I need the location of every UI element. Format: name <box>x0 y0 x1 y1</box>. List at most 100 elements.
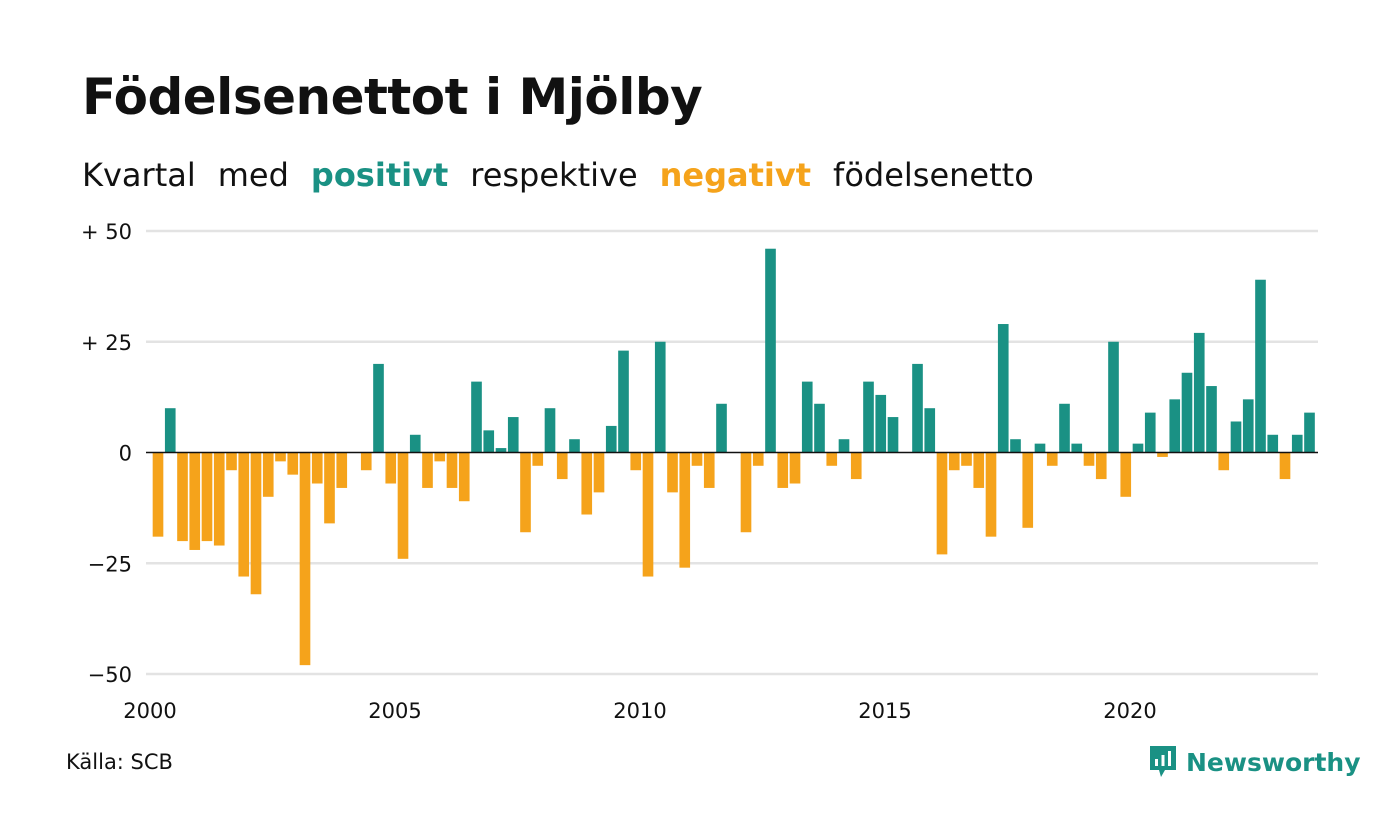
bar-negative <box>397 452 409 559</box>
bar-negative <box>1022 452 1034 528</box>
bar-negative <box>826 452 838 466</box>
bar-positive <box>838 439 850 453</box>
bar-negative <box>777 452 789 488</box>
bar-negative <box>961 452 972 466</box>
bar-positive <box>1169 399 1181 453</box>
bar-negative <box>1046 452 1058 466</box>
bar-negative <box>458 452 470 502</box>
bar-negative <box>324 452 335 524</box>
bar-positive <box>605 425 617 453</box>
bar-negative <box>1279 452 1291 480</box>
bar-negative <box>1218 452 1230 471</box>
bar-positive <box>483 430 495 453</box>
bar-negative <box>152 452 164 537</box>
bar-positive <box>1291 434 1303 453</box>
bar-positive <box>1267 434 1279 453</box>
bar-positive <box>887 417 899 453</box>
bar-positive <box>1059 403 1070 453</box>
y-tick-label: + 50 <box>81 220 132 244</box>
bar-negative <box>1157 452 1168 457</box>
bar-positive <box>1144 412 1156 453</box>
bar-positive <box>1108 341 1119 453</box>
bar-negative <box>789 452 801 484</box>
bar-positive <box>471 381 482 453</box>
bar-positive <box>1304 412 1315 453</box>
y-tick-label: −50 <box>88 663 132 687</box>
bar-positive <box>507 417 519 453</box>
bar-positive <box>1193 332 1205 453</box>
bar-positive <box>654 341 666 453</box>
bar-positive <box>495 448 507 453</box>
newsworthy-logo-icon <box>1150 746 1176 777</box>
bar-negative <box>446 452 458 488</box>
bar-positive <box>1206 386 1217 453</box>
bar-negative <box>287 452 299 475</box>
bar-negative <box>520 452 531 533</box>
bar-positive <box>1230 421 1242 453</box>
bar-negative <box>752 452 764 466</box>
x-tick-label: 2020 <box>1103 699 1156 723</box>
bar-positive <box>409 434 421 453</box>
source-note: Källa: SCB <box>66 750 173 774</box>
subtitle-word: födelsenetto <box>833 156 1034 194</box>
subtitle-word: respektive <box>470 156 638 194</box>
bar-negative <box>1120 452 1132 497</box>
y-tick-label: 0 <box>119 442 132 466</box>
bar-positive <box>164 408 176 453</box>
bar-negative <box>667 452 678 493</box>
x-tick-label: 2010 <box>613 699 666 723</box>
bar-negative <box>973 452 985 488</box>
newsworthy-logo: Newsworthy <box>1148 744 1361 780</box>
bar-negative <box>360 452 372 471</box>
x-tick-label: 2000 <box>123 699 176 723</box>
bar-positive <box>1132 443 1144 453</box>
bar-negative <box>1083 452 1095 466</box>
bar-negative <box>189 452 201 550</box>
bar-negative <box>850 452 862 480</box>
bar-negative <box>948 452 960 471</box>
bar-positive <box>1242 399 1254 453</box>
bar-negative <box>262 452 274 497</box>
bar-negative <box>336 452 348 488</box>
x-tick-label: 2005 <box>368 699 421 723</box>
bar-negative <box>177 452 188 542</box>
bar-positive <box>801 381 813 453</box>
bar-positive <box>618 350 629 453</box>
bar-negative <box>936 452 948 555</box>
bar-positive <box>1071 443 1083 453</box>
bar-negative <box>250 452 262 595</box>
bar-negative <box>1095 452 1107 480</box>
bar-positive <box>924 408 936 453</box>
y-tick-label: + 25 <box>81 331 132 355</box>
bar-negative <box>532 452 544 466</box>
chart-title: Födelsenettot i Mjölby <box>82 68 703 126</box>
bar-negative <box>213 452 225 546</box>
bar-negative <box>422 452 433 488</box>
bar-negative <box>691 452 703 466</box>
bar-negative <box>299 452 311 666</box>
bar-negative <box>201 452 213 542</box>
bar-positive <box>863 381 874 453</box>
bar-positive <box>1010 439 1021 453</box>
bar-negative <box>740 452 752 533</box>
bar-positive <box>716 403 727 453</box>
subtitle-negative-label: negativt <box>659 156 812 194</box>
bar-positive <box>373 363 384 453</box>
bar-negative <box>385 452 397 484</box>
bar-positive <box>814 403 825 453</box>
bar-negative <box>703 452 715 488</box>
bar-negative <box>642 452 654 577</box>
bar-positive <box>1034 443 1046 453</box>
bar-negative <box>311 452 323 484</box>
bar-positive <box>1255 279 1266 453</box>
bar-positive <box>875 394 887 453</box>
bar-positive <box>569 439 580 453</box>
bar-negative <box>985 452 997 537</box>
y-tick-label: −25 <box>88 552 132 576</box>
chart-subtitle: Kvartal med positivt respektive negativt föde… <box>82 156 1056 194</box>
bar-negative <box>581 452 593 515</box>
bar-negative <box>556 452 568 480</box>
bar-negative <box>679 452 691 568</box>
subtitle-word: med <box>217 156 289 194</box>
